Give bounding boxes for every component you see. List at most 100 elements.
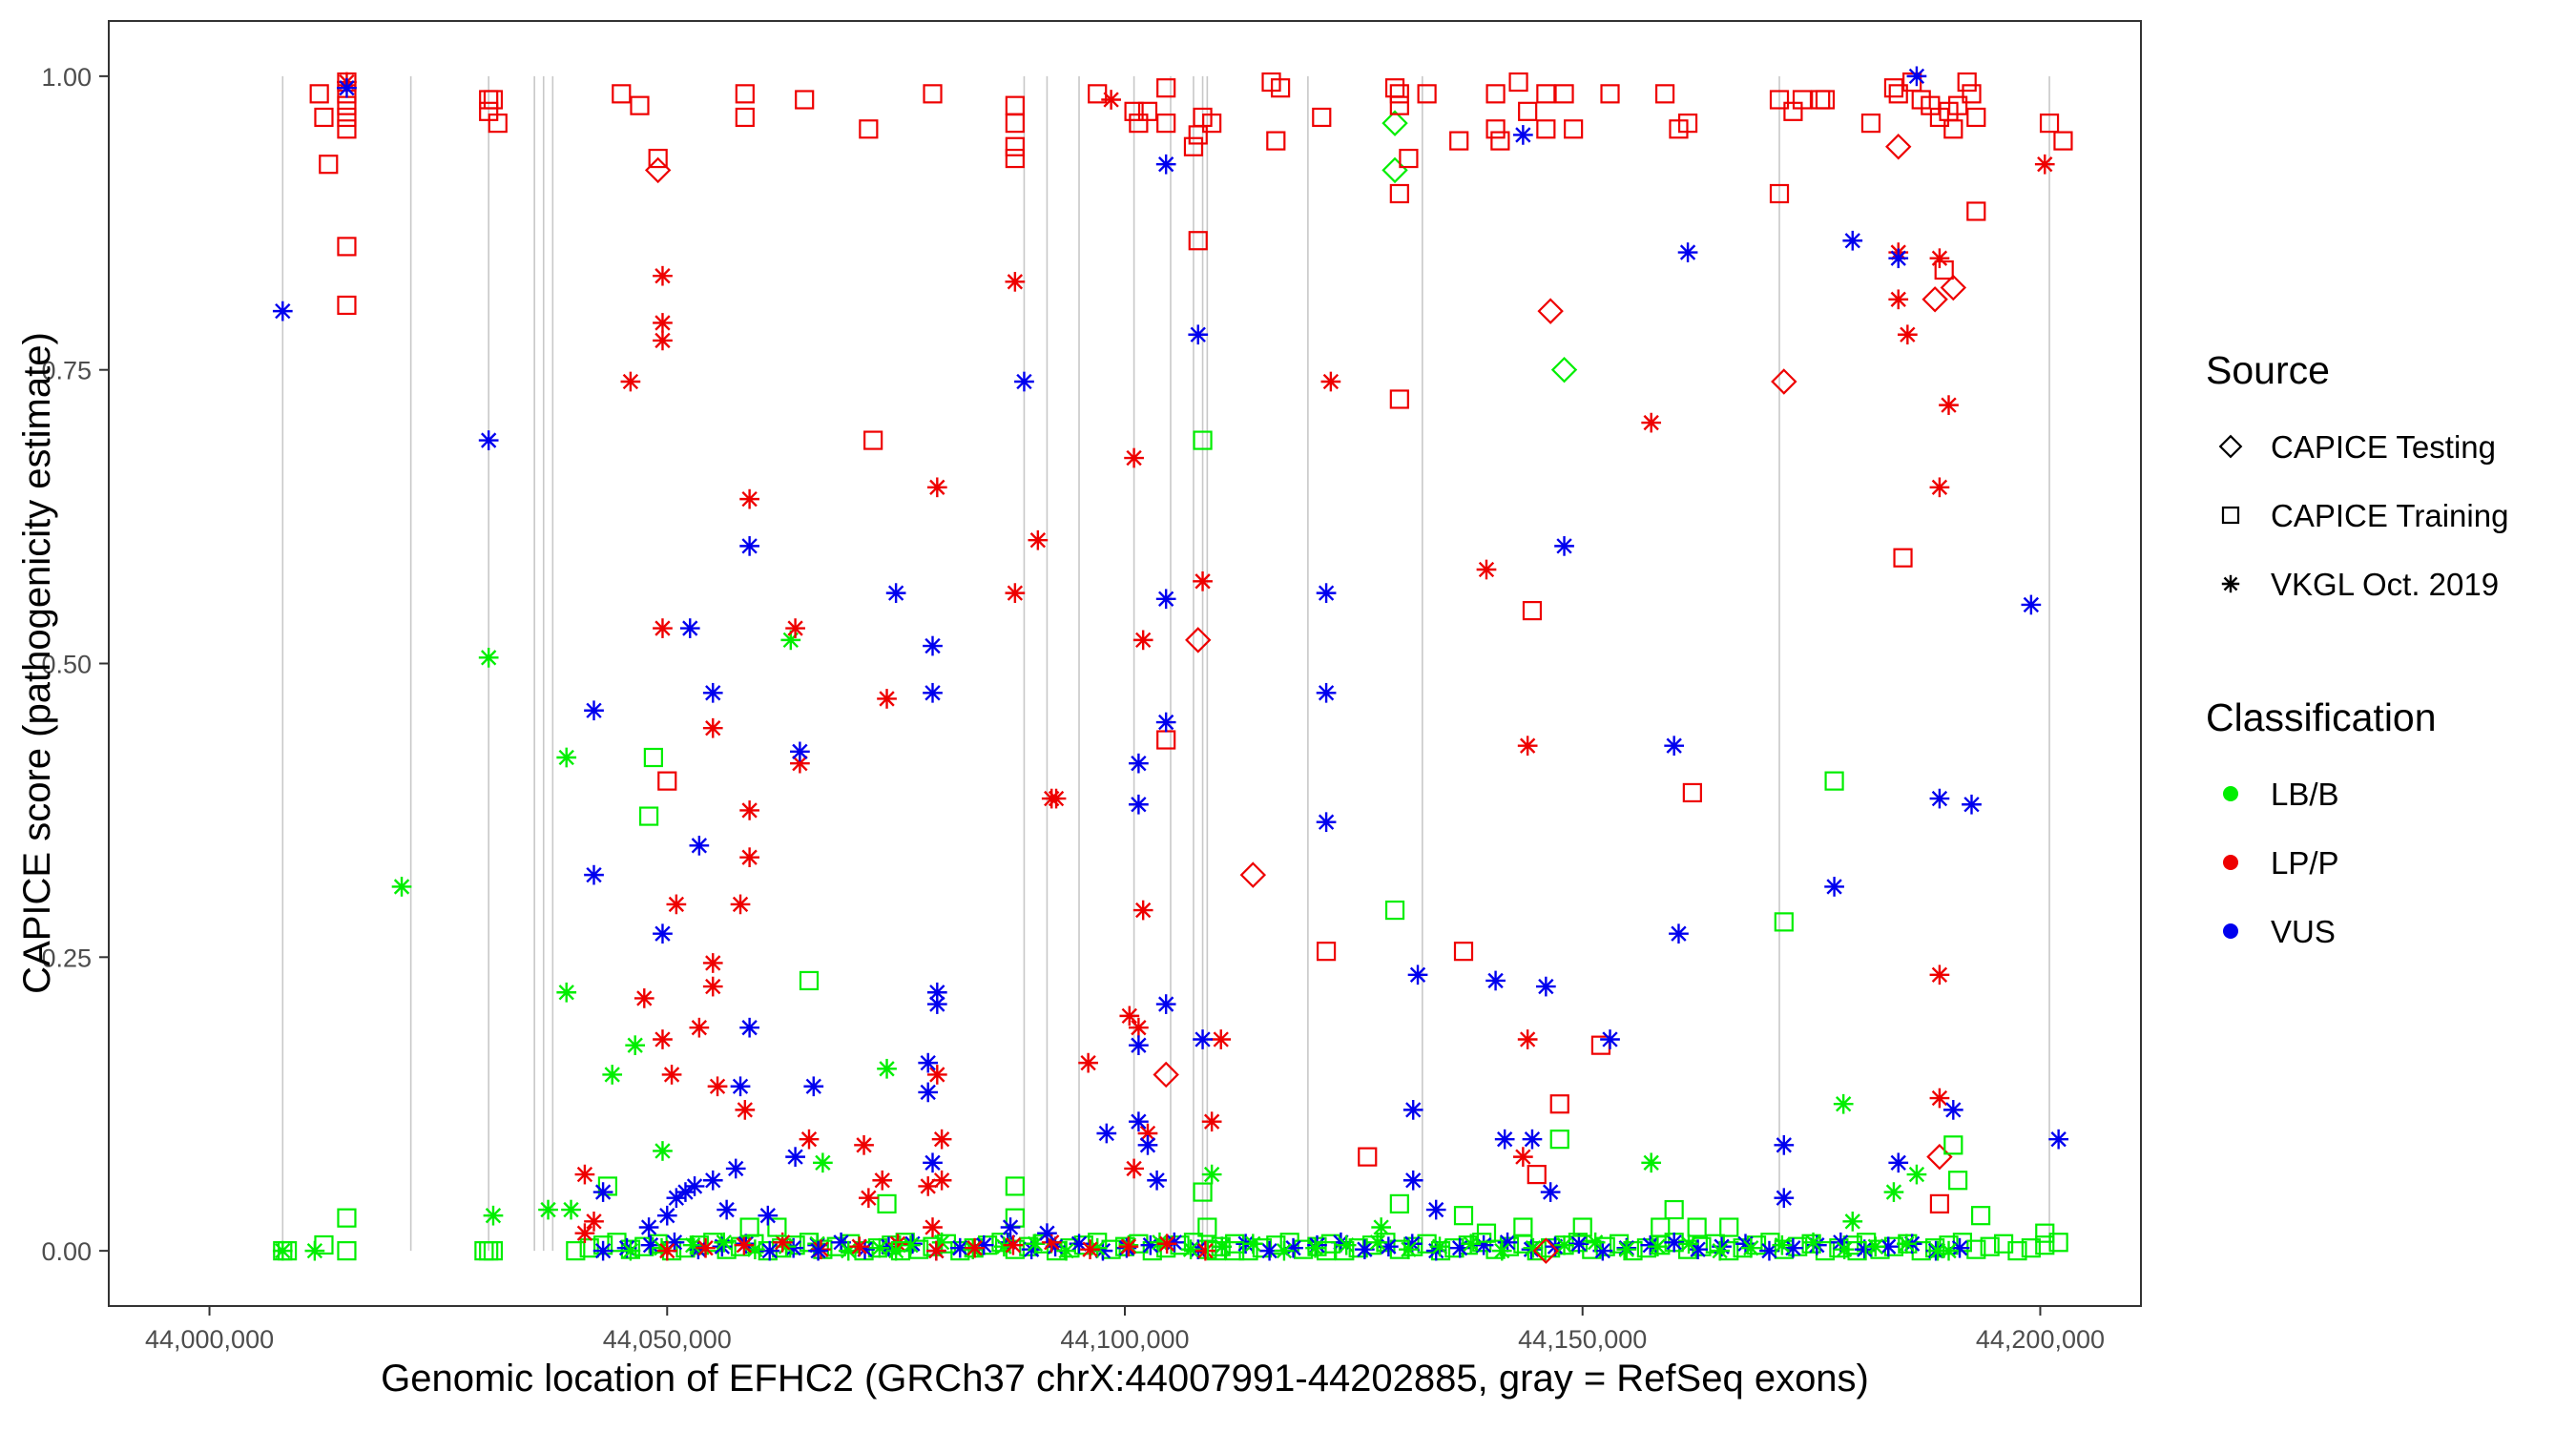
data-point-asterisk [1137,1134,1158,1155]
data-point-square [1970,1206,1991,1226]
data-point-asterisk [1211,1029,1232,1049]
data-point-asterisk [574,1223,595,1244]
data-point-square [1860,114,1881,134]
data-point-asterisk [1554,1234,1574,1255]
data-point-asterisk [1180,1239,1201,1260]
data-point-square [1389,389,1409,409]
data-point-asterisk [1759,1240,1779,1261]
data-point-asterisk [1129,1035,1149,1056]
data-point-asterisk [478,430,499,450]
exon-lines [281,75,2050,1252]
x-axis: 44,000,000 44,050,000 44,100,000 44,150,000… [145,1306,2105,1354]
data-point-asterisk [1929,788,1950,809]
data-point-asterisk [1473,1234,1494,1255]
data-point-asterisk [1540,1182,1561,1202]
data-point-asterisk [1129,753,1149,774]
data-point-square [1206,1241,1227,1261]
data-point-asterisk [1476,559,1497,580]
data-point-asterisk [1407,964,1428,985]
data-point-asterisk [391,877,412,897]
data-point-asterisk [949,1237,970,1258]
data-point-square [488,114,508,134]
data-point-asterisk [1897,324,1918,345]
legend-class-entries: LB/B LP/P VUS [2223,777,2339,949]
data-point-asterisk [2221,574,2240,593]
data-point-square [1536,119,1556,139]
data-point-square [1943,119,1963,139]
data-point-asterisk [1962,794,1982,815]
data-point-asterisk [1929,248,1950,269]
data-point-asterisk [1669,923,1689,944]
data-point-square [319,155,339,175]
data-point-square [1389,84,1409,104]
y-tick-label: 0.50 [41,651,92,679]
data-point-asterisk [556,982,577,1003]
data-point-asterisk [1399,1239,1419,1260]
data-point-asterisk [923,635,943,656]
data-point-square [337,119,357,139]
data-point-square [2053,131,2073,151]
data-point-asterisk [931,1170,952,1191]
data-point-square [1948,95,1968,115]
data-point-asterisk [634,988,654,1008]
data-point-asterisk [877,1058,897,1079]
data-point-square [1312,107,1332,128]
data-point-diamond [1239,861,1267,888]
data-point-square [1980,1236,2000,1256]
data-point-square [1156,114,1176,134]
data-point-asterisk [931,1129,952,1150]
data-point-asterisk [272,301,293,321]
data-point-asterisk [1305,1237,1325,1258]
legend-class-swatch [2223,786,2238,801]
data-point-asterisk [730,894,751,915]
data-point-square [337,237,357,257]
data-point-square [483,1241,504,1261]
data-point-square [314,107,334,128]
data-point-square [1522,600,1543,621]
data-point-square [483,90,504,110]
data-point-asterisk [1888,289,1909,310]
data-point-asterisk [1942,1100,1963,1120]
data-point-asterisk [1774,1134,1795,1155]
data-point-asterisk [272,1240,293,1261]
data-point-asterisk [1000,1217,1021,1237]
data-point-asterisk [1554,536,1574,556]
data-point-square [1389,1193,1409,1213]
data-point-square [1682,782,1702,803]
data-point-square [1801,1234,1821,1254]
data-point-square [1225,1241,1245,1261]
data-point-asterisk [592,1240,613,1261]
data-point-asterisk [1939,395,1959,415]
data-point-asterisk [1193,1029,1213,1049]
data-point-asterisk [1195,1240,1215,1261]
data-point-diamond [1922,286,1948,313]
data-point-asterisk [1664,736,1685,757]
data-point-square [863,430,883,450]
data-point-square [1005,148,1025,169]
data-point-asterisk [1005,271,1026,292]
data-point-asterisk [1740,1237,1761,1258]
data-point-square [2035,1223,2055,1243]
data-point-asterisk [702,717,723,738]
data-point-asterisk [625,1035,646,1056]
data-point-square [1399,148,1419,169]
x-tick-label: 44,100,000 [1060,1325,1189,1354]
data-point-asterisk [1842,1211,1863,1232]
x-tick-label: 44,050,000 [603,1325,732,1354]
data-point-asterisk [584,700,604,721]
data-point-asterisk [739,847,759,868]
data-point-square [859,119,879,139]
data-point-asterisk [653,313,673,333]
data-point-square [1389,183,1409,204]
data-point-asterisk [1367,1232,1388,1253]
data-point-asterisk [1774,1188,1795,1209]
data-point-asterisk [1906,66,1927,87]
data-point-asterisk [1600,1029,1620,1049]
data-point-asterisk [1461,1234,1482,1255]
data-point-asterisk [702,976,723,997]
data-point-square [1271,78,1291,98]
data-point-square [1358,1147,1378,1167]
data-point-square [1527,1241,1547,1261]
legend-class-label: LP/P [2271,845,2339,881]
data-point-asterisk [1316,682,1337,703]
